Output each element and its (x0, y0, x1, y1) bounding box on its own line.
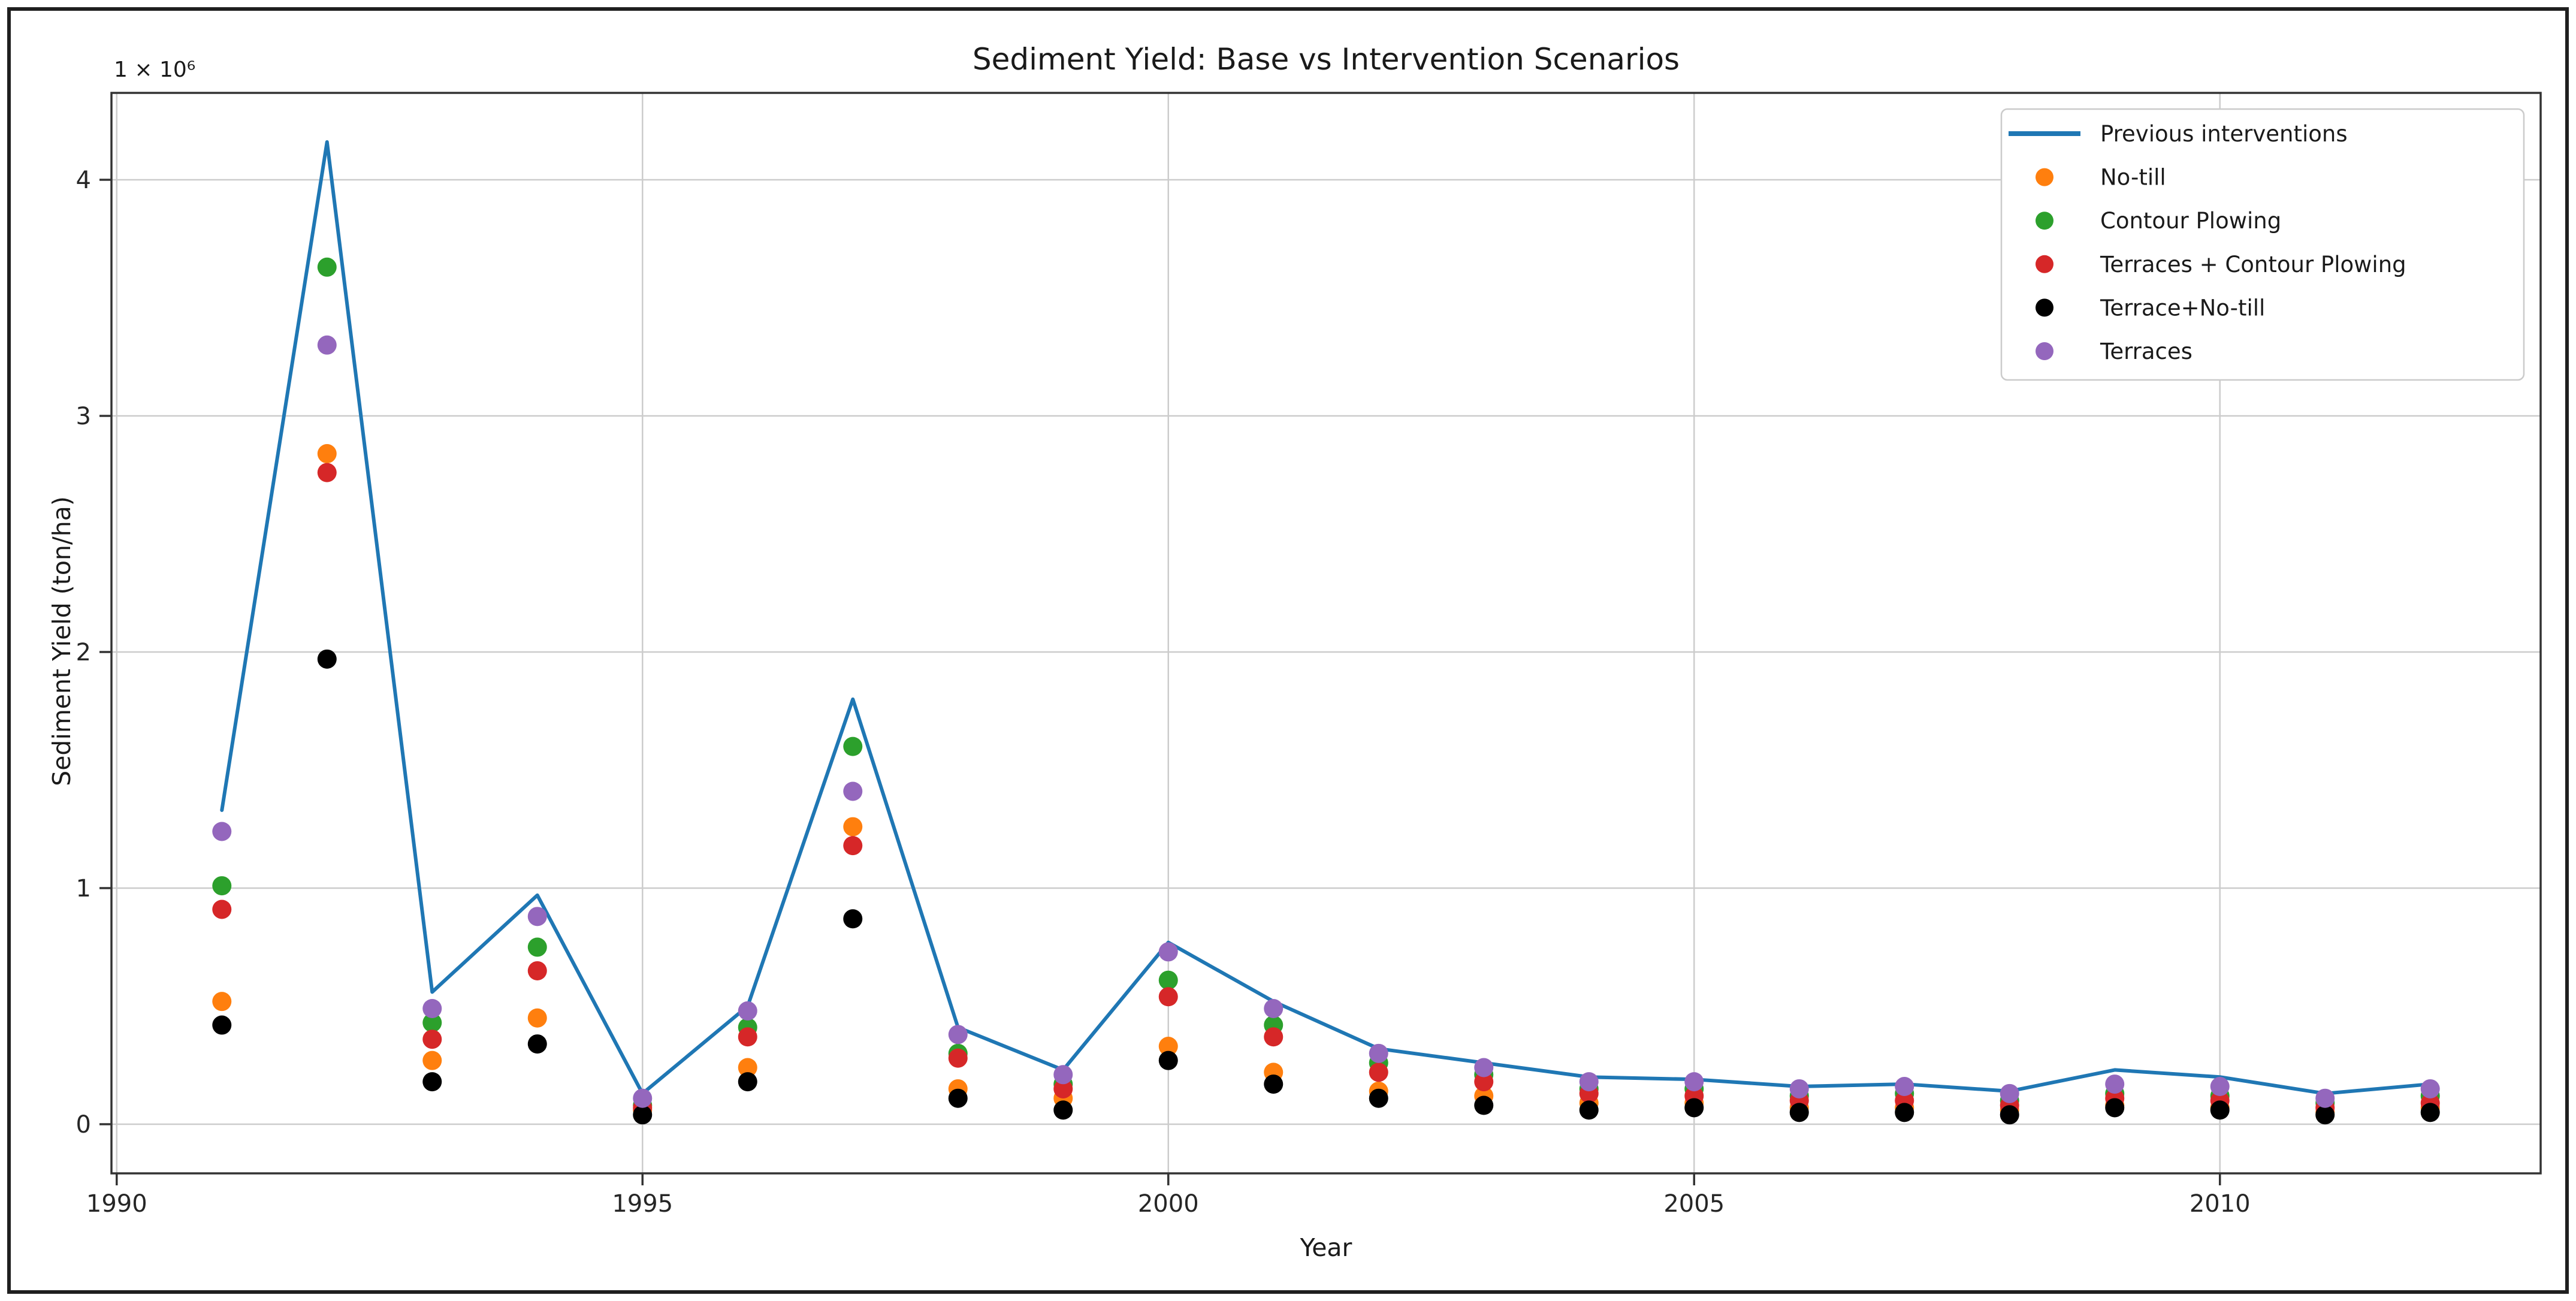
scatter-point-terraces (422, 998, 442, 1018)
scatter-point-terrace-no-till (633, 1105, 653, 1125)
scatter-point-no-till (843, 817, 863, 837)
legend-label: Terraces + Contour Plowing (2100, 252, 2406, 277)
scatter-point-contour-plowing (527, 937, 547, 957)
scatter-point-terraces (1053, 1065, 1073, 1085)
scatter-point-terraces-contour-plowing (843, 836, 863, 856)
scatter-point-terrace-no-till (2105, 1098, 2125, 1118)
scatter-point-terrace-no-till (2420, 1103, 2440, 1122)
legend-marker-terraces (2036, 342, 2053, 360)
scatter-point-terraces (212, 822, 232, 841)
x-axis-label: Year (1300, 1233, 1352, 1262)
legend-label: Previous interventions (2100, 121, 2348, 147)
scatter-point-terraces (1789, 1079, 1809, 1098)
scatter-point-terrace-no-till (422, 1072, 442, 1092)
scatter-point-terrace-no-till (1789, 1103, 1809, 1122)
scatter-point-terraces (2000, 1083, 2019, 1103)
scatter-point-contour-plowing (212, 876, 232, 896)
scatter-point-terrace-no-till (2315, 1105, 2335, 1125)
scatter-point-terraces (2105, 1074, 2125, 1094)
x-tick-label: 2000 (1138, 1190, 1199, 1218)
scatter-point-terrace-no-till (843, 909, 863, 929)
scatter-point-terraces-contour-plowing (738, 1027, 757, 1047)
legend-label: Terrace+No-till (2100, 295, 2265, 321)
x-tick-label: 1990 (86, 1190, 147, 1218)
scatter-point-terraces-contour-plowing (948, 1048, 968, 1068)
scatter-point-terraces (948, 1025, 968, 1045)
legend-label: Terraces (2100, 339, 2193, 364)
scatter-point-contour-plowing (422, 1013, 442, 1033)
scatter-point-terraces (1158, 942, 1178, 962)
scatter-point-terraces (527, 907, 547, 926)
scatter-point-terraces (2315, 1088, 2335, 1108)
y-tick-label: 1 (76, 875, 91, 902)
scatter-point-terrace-no-till (948, 1088, 968, 1108)
x-tick-label: 2005 (1663, 1190, 1725, 1218)
scatter-point-no-till (422, 1051, 442, 1070)
chart-title: Sediment Yield: Base vs Intervention Sce… (972, 42, 1680, 77)
scatter-point-terraces-contour-plowing (212, 899, 232, 919)
y-axis-offset-label: 1 × 10⁶ (114, 58, 196, 82)
legend-marker-contour-plowing (2036, 212, 2053, 230)
legend-marker-terrace-no-till (2036, 298, 2053, 317)
y-tick-label: 4 (76, 167, 91, 194)
scatter-point-terrace-no-till (1579, 1100, 1599, 1120)
scatter-point-terraces (633, 1088, 653, 1108)
scatter-point-terraces-contour-plowing (527, 961, 547, 980)
x-tick-label: 2010 (2190, 1190, 2251, 1218)
scatter-point-terraces-contour-plowing (1053, 1079, 1073, 1098)
scatter-point-terraces (843, 781, 863, 801)
scatter-point-terraces (2420, 1079, 2440, 1098)
scatter-point-terrace-no-till (1474, 1095, 1494, 1115)
scatter-point-no-till (738, 1058, 757, 1077)
legend-label: Contour Plowing (2100, 208, 2281, 234)
y-axis-label: Sediment Yield (ton/ha) (47, 496, 76, 786)
scatter-point-terraces (2210, 1077, 2230, 1097)
scatter-point-terrace-no-till (1053, 1100, 1073, 1120)
legend-marker-terraces-contour-plowing (2036, 255, 2053, 273)
scatter-point-terraces (1474, 1058, 1494, 1077)
legend-label: No-till (2100, 165, 2166, 191)
scatter-point-terraces-contour-plowing (1264, 1027, 1284, 1047)
scatter-point-terrace-no-till (2000, 1105, 2019, 1125)
scatter-point-terrace-no-till (317, 649, 337, 669)
scatter-point-terraces-contour-plowing (1369, 1062, 1388, 1082)
scatter-point-no-till (1158, 1037, 1178, 1057)
scatter-point-terraces (738, 1001, 757, 1021)
y-tick-label: 0 (76, 1111, 91, 1139)
scatter-point-terrace-no-till (1895, 1103, 1914, 1122)
scatter-point-terraces (1369, 1043, 1388, 1063)
scatter-point-terrace-no-till (1369, 1088, 1388, 1108)
scatter-point-terrace-no-till (1264, 1074, 1284, 1094)
scatter-point-terrace-no-till (2210, 1100, 2230, 1120)
scatter-point-terraces (317, 335, 337, 355)
scatter-point-terraces (1895, 1077, 1914, 1097)
scatter-point-terrace-no-till (1684, 1098, 1704, 1118)
scatter-point-terraces-contour-plowing (1158, 987, 1178, 1007)
scatter-point-contour-plowing (843, 736, 863, 756)
scatter-point-no-till (527, 1008, 547, 1028)
scatter-point-no-till (212, 992, 232, 1012)
scatter-point-contour-plowing (317, 257, 337, 277)
series-line-previous-interventions (220, 140, 2432, 1095)
scatter-point-terrace-no-till (1158, 1051, 1178, 1070)
scatter-point-contour-plowing (1158, 970, 1178, 990)
scatter-point-no-till (317, 444, 337, 464)
scatter-point-terraces-contour-plowing (422, 1030, 442, 1049)
scatter-point-terraces (1264, 998, 1284, 1018)
legend-box (2000, 108, 2525, 381)
scatter-point-terraces (1579, 1072, 1599, 1092)
scatter-point-terraces (1684, 1072, 1704, 1092)
scatter-point-terraces-contour-plowing (317, 463, 337, 482)
scatter-point-terrace-no-till (212, 1015, 232, 1035)
scatter-point-terraces-contour-plowing (1474, 1072, 1494, 1092)
plot-spines (110, 92, 2542, 1175)
y-tick-label: 3 (76, 403, 91, 430)
scatter-point-terrace-no-till (527, 1034, 547, 1054)
legend-marker-no-till (2036, 168, 2053, 186)
scatter-point-terrace-no-till (738, 1072, 757, 1092)
x-tick-label: 1995 (612, 1190, 673, 1218)
y-tick-label: 2 (76, 639, 91, 666)
